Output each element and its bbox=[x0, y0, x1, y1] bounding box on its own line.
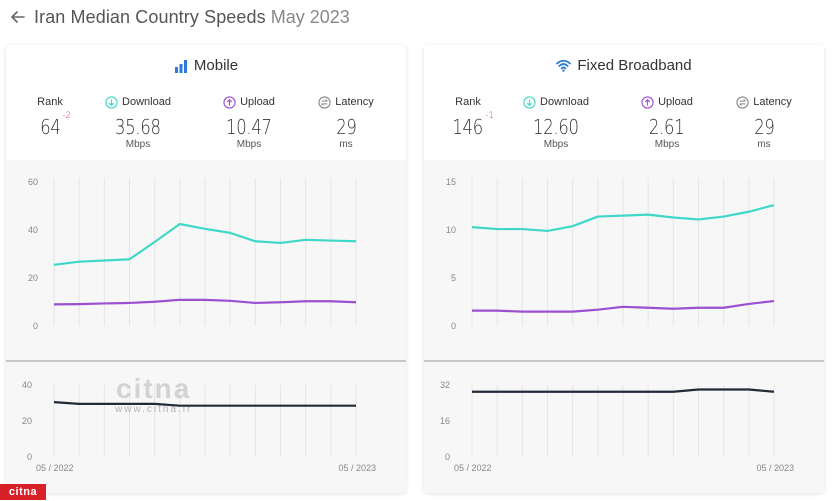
signal-bars-icon bbox=[174, 59, 187, 73]
watermark-url: www.citna.ir bbox=[115, 404, 193, 415]
latency-series-line bbox=[53, 401, 356, 407]
x-tick-label: 05 / 2023 bbox=[756, 463, 794, 473]
latency-unit: ms bbox=[339, 139, 353, 150]
x-tick-label: 05 / 2023 bbox=[338, 463, 376, 473]
page-title: Iran Median Country Speeds bbox=[34, 6, 266, 27]
mobile-latency: Latency 29 ms bbox=[306, 95, 386, 150]
download-unit: Mbps bbox=[125, 139, 151, 150]
download-icon bbox=[523, 95, 536, 109]
fixed-title-text: Fixed Broadband bbox=[577, 57, 692, 74]
download-icon bbox=[105, 95, 118, 109]
latency-label: Latency bbox=[335, 96, 374, 108]
fixed-broadband-panel: Fixed Broadband Rank 146 -1 Download 12.6… bbox=[424, 45, 824, 493]
download-series-line bbox=[471, 203, 775, 233]
latency-series-line bbox=[472, 388, 775, 393]
fixed-summary: Fixed Broadband Rank 146 -1 Download 12.6… bbox=[424, 45, 824, 160]
mobile-title-text: Mobile bbox=[193, 57, 239, 74]
upload-unit: Mbps bbox=[236, 139, 262, 150]
upload-icon bbox=[641, 95, 654, 109]
watermark-logo-text: citna bbox=[116, 373, 192, 404]
download-series-line bbox=[53, 222, 357, 266]
y-tick-label: 32 bbox=[440, 380, 450, 390]
y-tick-label: 40 bbox=[28, 225, 38, 235]
upload-value: 10.47 bbox=[226, 115, 272, 139]
y-tick-label: 20 bbox=[22, 416, 32, 426]
mobile-chart: 0 20 40 60 0 20 40 05 / 2022 05 / 2023 bbox=[6, 177, 406, 473]
y-tick-label: 16 bbox=[440, 416, 450, 426]
y-tick-label: 40 bbox=[22, 380, 32, 390]
fixed-latency: Latency 29 ms bbox=[724, 95, 804, 150]
fixed-download: Download 12.60 Mbps bbox=[516, 95, 596, 150]
rank-value: 146 bbox=[452, 115, 484, 139]
y-tick-label: 0 bbox=[33, 321, 38, 331]
upload-unit: Mbps bbox=[654, 139, 680, 150]
upload-series-line bbox=[53, 298, 357, 306]
fixed-broadband-chart: 0 5 10 15 0 16 32 05 / 2022 05 / 2023 bbox=[424, 177, 824, 473]
fixed-rank: Rank 146 -1 bbox=[428, 95, 508, 139]
download-label: Download bbox=[122, 96, 171, 108]
x-tick-label: 05 / 2022 bbox=[36, 463, 74, 473]
mobile-upload: Upload 10.47 Mbps bbox=[209, 95, 289, 150]
y-tick-label: 15 bbox=[446, 177, 456, 187]
y-tick-label: 5 bbox=[451, 273, 456, 283]
y-tick-label: 60 bbox=[28, 177, 38, 187]
rank-change: -2 bbox=[62, 111, 71, 121]
y-tick-label: 0 bbox=[27, 452, 32, 462]
y-tick-label: 0 bbox=[451, 321, 456, 331]
rank-value: 64 bbox=[39, 115, 61, 139]
latency-value: 29 bbox=[335, 115, 357, 139]
page-header: Iran Median Country Speeds May 2023 bbox=[8, 6, 350, 28]
mobile-download: Download 35.68 Mbps bbox=[98, 95, 178, 150]
page-date: May 2023 bbox=[270, 6, 350, 27]
mobile-panel-title: Mobile bbox=[6, 57, 406, 74]
y-tick-label: 20 bbox=[28, 273, 38, 283]
y-tick-label: 0 bbox=[445, 452, 450, 462]
citna-logo: citna bbox=[0, 484, 46, 500]
back-arrow-icon[interactable] bbox=[8, 7, 28, 27]
download-value: 35.68 bbox=[115, 115, 161, 139]
latency-unit: ms bbox=[757, 139, 771, 150]
upload-label: Upload bbox=[240, 96, 275, 108]
latency-value: 29 bbox=[753, 115, 775, 139]
wifi-icon bbox=[556, 59, 572, 72]
rank-change: -1 bbox=[485, 111, 495, 121]
mobile-rank: Rank 64 -2 bbox=[10, 95, 90, 139]
upload-series-line bbox=[472, 299, 775, 313]
upload-label: Upload bbox=[658, 96, 693, 108]
upload-icon bbox=[223, 95, 236, 109]
latency-icon bbox=[736, 95, 749, 109]
download-value: 12.60 bbox=[533, 115, 579, 139]
download-unit: Mbps bbox=[543, 139, 569, 150]
fixed-upload: Upload 2.61 Mbps bbox=[627, 95, 707, 150]
y-tick-label: 10 bbox=[446, 225, 456, 235]
rank-label: Rank bbox=[37, 96, 63, 108]
mobile-summary: Mobile Rank 64 -2 Download 35.68 Mbps Upl… bbox=[6, 45, 406, 160]
mobile-panel: Mobile Rank 64 -2 Download 35.68 Mbps Upl… bbox=[6, 45, 406, 493]
rank-label: Rank bbox=[455, 96, 481, 108]
x-tick-label: 05 / 2022 bbox=[454, 463, 492, 473]
fixed-panel-title: Fixed Broadband bbox=[424, 57, 824, 74]
upload-value: 2.61 bbox=[649, 115, 685, 139]
watermark: citna www.citna.ir bbox=[115, 373, 193, 416]
download-label: Download bbox=[540, 96, 589, 108]
latency-icon bbox=[318, 95, 331, 109]
latency-label: Latency bbox=[753, 96, 792, 108]
